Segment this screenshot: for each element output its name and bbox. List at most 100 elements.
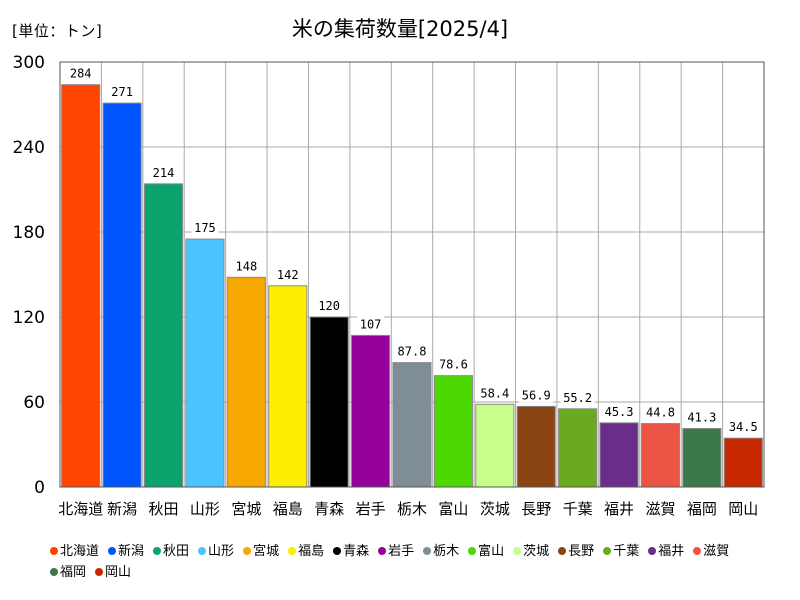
category-label: 長野	[521, 500, 551, 518]
legend-label: 富山	[478, 544, 505, 559]
legend-item: 長野	[558, 541, 594, 562]
legend-label: 秋田	[163, 544, 190, 559]
legend-item: 福岡	[50, 562, 86, 583]
legend-marker	[648, 547, 657, 555]
bar	[723, 437, 763, 488]
legend-item: 福井	[648, 541, 684, 562]
value-label-background	[315, 297, 343, 313]
value-label-background	[232, 257, 260, 274]
value-label: 55.2	[563, 391, 592, 405]
legend-item: 千葉	[603, 541, 639, 562]
y-tick-label: 300	[13, 53, 45, 73]
legend-item: 秋田	[153, 541, 189, 562]
legend-label: 新潟	[118, 544, 145, 559]
value-label-background	[643, 403, 678, 420]
legend-item: 栃木	[423, 541, 459, 562]
category-label: 茨城	[480, 500, 510, 518]
legend-marker	[198, 547, 207, 555]
value-label-background	[150, 163, 178, 180]
category-label: 岡山	[728, 500, 758, 518]
legend-item: 北海道	[50, 541, 99, 562]
value-label: 148	[236, 259, 258, 273]
value-label: 87.8	[398, 345, 427, 359]
value-label: 41.3	[687, 410, 716, 424]
legend-marker	[468, 547, 477, 555]
legend-label: 青森	[343, 544, 370, 559]
value-label: 58.4	[480, 386, 509, 400]
legend-marker	[603, 547, 612, 555]
y-tick-label: 240	[13, 138, 45, 158]
legend-item: 青森	[333, 541, 369, 562]
value-label-background	[726, 418, 761, 435]
y-tick-label: 0	[34, 478, 45, 498]
category-label: 山形	[190, 500, 220, 518]
y-tick-label: 180	[13, 223, 45, 243]
legend-label: 山形	[208, 544, 235, 559]
category-label: 岩手	[356, 500, 386, 518]
value-label: 214	[153, 166, 175, 180]
plot-border	[59, 61, 765, 488]
legend-marker	[288, 547, 297, 555]
legend-marker	[153, 547, 162, 555]
category-label: 秋田	[149, 500, 179, 518]
y-tick-label: 120	[13, 308, 45, 328]
category-label: 新潟	[107, 500, 137, 518]
value-label: 78.6	[439, 358, 468, 372]
legend-marker	[50, 568, 58, 576]
bar	[599, 422, 639, 488]
value-label-background	[519, 386, 554, 403]
value-label: 175	[194, 221, 216, 235]
bar	[433, 375, 473, 488]
legend-item: 富山	[468, 541, 504, 562]
legend-label: 福島	[298, 544, 325, 559]
category-label: 福井	[604, 500, 634, 518]
value-label: 45.3	[605, 405, 634, 419]
category-label: 栃木	[397, 500, 427, 518]
legend-marker	[378, 547, 387, 555]
value-label-background	[684, 408, 719, 425]
category-label: 福岡	[687, 500, 717, 518]
value-label: 107	[360, 317, 382, 331]
legend-marker	[558, 547, 567, 555]
value-label: 56.9	[522, 388, 551, 402]
legend: 北海道 新潟 秋田 山形 宮城 福島 青森 岩手 栃木 富山 茨城 長野 千葉 福井 滋賀福岡 岡山	[50, 541, 760, 583]
value-label-background	[191, 219, 219, 236]
bar	[682, 427, 722, 488]
legend-label: 宮城	[253, 544, 280, 559]
legend-marker	[50, 547, 58, 555]
bar	[516, 405, 556, 488]
value-label-background	[108, 83, 136, 100]
value-label-background	[357, 315, 385, 332]
legend-label: 長野	[568, 544, 595, 559]
legend-label: 北海道	[60, 544, 100, 559]
value-label: 142	[277, 268, 299, 282]
legend-label: 岩手	[388, 544, 415, 559]
legend-marker	[693, 547, 702, 555]
bar	[475, 403, 515, 488]
bar	[640, 423, 681, 488]
legend-item: 福島	[288, 541, 324, 562]
bar	[558, 408, 598, 488]
legend-item: 岡山	[95, 562, 131, 583]
value-label-background	[274, 265, 302, 282]
legend-label: 岡山	[105, 565, 132, 580]
value-label: 44.8	[646, 406, 675, 420]
legend-label: 福岡	[60, 565, 87, 580]
value-label-background	[560, 388, 595, 405]
legend-item: 滋賀	[693, 541, 729, 562]
legend-item: 宮城	[243, 541, 279, 562]
value-label: 120	[318, 299, 340, 313]
category-label: 青森	[314, 500, 344, 518]
value-label-background	[477, 384, 512, 401]
bar	[351, 334, 391, 488]
value-label: 271	[111, 85, 133, 99]
bar	[268, 285, 308, 488]
bar	[143, 183, 184, 488]
legend-item: 茨城	[513, 541, 549, 562]
category-label: 富山	[438, 500, 468, 518]
value-label-background	[395, 342, 429, 359]
y-tick-label: 60	[23, 393, 45, 413]
category-label: 北海道	[58, 500, 103, 518]
category-label: 千葉	[563, 500, 593, 518]
